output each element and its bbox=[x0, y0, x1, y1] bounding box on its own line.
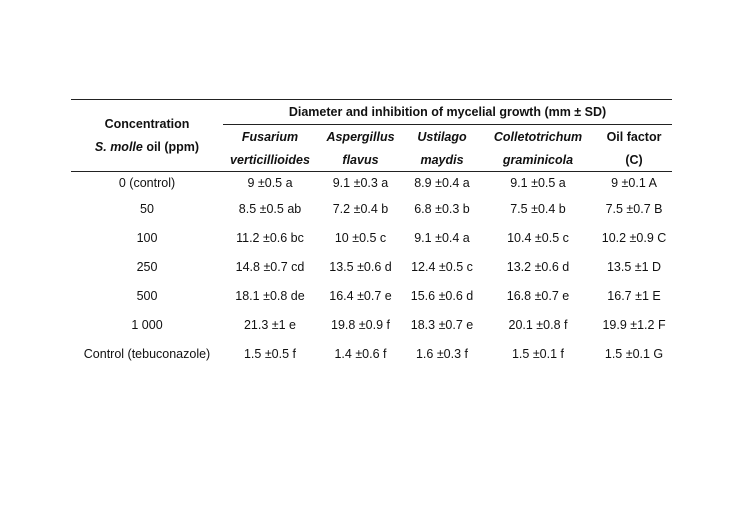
value-cell: 7.5 ±0.4 b bbox=[510, 201, 566, 216]
value-cell: 11.2 ±0.6 bc bbox=[236, 230, 304, 245]
value-cell: 13.5 ±0.6 d bbox=[329, 259, 392, 274]
concentration-cell: 1 000 bbox=[131, 317, 163, 332]
value-cell: 19.9 ±1.2 F bbox=[602, 317, 666, 332]
value-cell: 1.4 ±0.6 f bbox=[334, 346, 387, 361]
table-row: Control (tebuconazole) 1.5 ±0.5 f 1.4 ±0… bbox=[71, 339, 672, 368]
value-cell: 19.8 ±0.9 f bbox=[331, 317, 390, 332]
column-header-colletotrichum: Colletotrichum bbox=[480, 125, 596, 149]
value-cell: 9.1 ±0.3 a bbox=[332, 176, 389, 190]
species-name: S. molle bbox=[94, 139, 143, 154]
concentration-cell: 500 bbox=[136, 288, 158, 303]
column-header-oil-factor: Oil factor bbox=[606, 129, 662, 144]
value-cell: 9 ±0.1 A bbox=[611, 176, 657, 190]
column-subheader-oil-factor: (C) bbox=[596, 148, 673, 172]
data-table-container: Concentration S. molle oil (ppm) Diamete… bbox=[71, 99, 673, 369]
column-subheader-fusarium: verticillioides bbox=[223, 148, 317, 172]
table-row: 250 14.8 ±0.7 cd 13.5 ±0.6 d 12.4 ±0.5 c… bbox=[71, 252, 672, 281]
column-subheader-colletotrichum: graminicola bbox=[480, 148, 596, 172]
value-cell: 9.1 ±0.4 a bbox=[414, 230, 470, 245]
table-body: 0 (control) 9 ±0.5 a 9.1 ±0.3 a 8.9 ±0.4… bbox=[71, 172, 672, 369]
value-cell: 18.3 ±0.7 e bbox=[410, 317, 474, 332]
table-row: 100 11.2 ±0.6 bc 10 ±0.5 c 9.1 ±0.4 a 10… bbox=[71, 223, 672, 252]
value-cell: 7.2 ±0.4 b bbox=[332, 201, 389, 216]
value-cell: 8.9 ±0.4 a bbox=[414, 176, 470, 190]
group-header: Diameter and inhibition of mycelial grow… bbox=[223, 99, 673, 125]
value-cell: 16.8 ±0.7 e bbox=[506, 288, 570, 303]
column-header-colletotrichum-line1: Colletotrichum bbox=[493, 129, 583, 144]
value-cell: 1.5 ±0.5 f bbox=[243, 346, 297, 361]
value-cell: 10.4 ±0.5 c bbox=[507, 230, 569, 245]
column-header-aspergillus-line2: flavus bbox=[342, 152, 379, 167]
column-header-aspergillus-line1: Aspergillus bbox=[326, 129, 395, 144]
value-cell: 9.1 ±0.5 a bbox=[510, 176, 566, 190]
concentration-cell: 0 (control) bbox=[118, 176, 176, 190]
value-cell: 7.5 ±0.7 B bbox=[605, 201, 663, 216]
value-cell: 13.2 ±0.6 d bbox=[506, 259, 570, 274]
column-header-fusarium-line1: Fusarium bbox=[241, 129, 299, 144]
table-row: 0 (control) 9 ±0.5 a 9.1 ±0.3 a 8.9 ±0.4… bbox=[71, 172, 672, 195]
value-cell: 20.1 ±0.8 f bbox=[508, 317, 568, 332]
concentration-header: Concentration S. molle oil (ppm) bbox=[71, 99, 223, 172]
column-header-fusarium: Fusarium bbox=[223, 125, 317, 149]
value-cell: 16.7 ±1 E bbox=[607, 288, 661, 303]
table-row: 1 000 21.3 ±1 e 19.8 ±0.9 f 18.3 ±0.7 e … bbox=[71, 310, 672, 339]
column-header-aspergillus: Aspergillus bbox=[317, 125, 404, 149]
value-cell: 16.4 ±0.7 e bbox=[329, 288, 392, 303]
concentration-cell: 250 bbox=[136, 259, 158, 274]
value-cell: 12.4 ±0.5 c bbox=[411, 259, 473, 274]
value-cell: 13.5 ±1 D bbox=[606, 259, 662, 274]
value-cell: 1.6 ±0.3 f bbox=[415, 346, 469, 361]
mycelial-growth-table: Concentration S. molle oil (ppm) Diamete… bbox=[71, 99, 673, 369]
value-cell: 8.5 ±0.5 ab bbox=[238, 201, 302, 216]
concentration-cell: Control (tebuconazole) bbox=[83, 346, 211, 361]
value-cell: 1.5 ±0.1 f bbox=[511, 346, 565, 361]
column-subheader-ustilago: maydis bbox=[404, 148, 480, 172]
column-header-ustilago-line2: maydis bbox=[420, 152, 464, 167]
value-cell: 14.8 ±0.7 cd bbox=[235, 259, 305, 274]
table-row: 50 8.5 ±0.5 ab 7.2 ±0.4 b 6.8 ±0.3 b 7.5… bbox=[71, 194, 672, 223]
value-cell: 10.2 ±0.9 C bbox=[601, 230, 667, 245]
table-row: 500 18.1 ±0.8 de 16.4 ±0.7 e 15.6 ±0.6 d… bbox=[71, 281, 672, 310]
concentration-header-line2: S. molle oil (ppm) bbox=[71, 136, 223, 159]
concentration-header-unit: oil (ppm) bbox=[142, 139, 200, 154]
value-cell: 1.5 ±0.1 G bbox=[604, 346, 664, 361]
column-header-ustilago: Ustilago bbox=[404, 125, 480, 149]
concentration-cell: 100 bbox=[136, 230, 158, 245]
column-subheader-aspergillus: flavus bbox=[317, 148, 404, 172]
value-cell: 9 ±0.5 a bbox=[247, 176, 293, 190]
value-cell: 6.8 ±0.3 b bbox=[414, 201, 470, 216]
concentration-header-line1: Concentration bbox=[104, 116, 190, 131]
value-cell: 21.3 ±1 e bbox=[243, 317, 297, 332]
value-cell: 15.6 ±0.6 d bbox=[410, 288, 474, 303]
column-header-colletotrichum-line2: graminicola bbox=[502, 152, 574, 167]
column-header-ustilago-line1: Ustilago bbox=[417, 129, 467, 144]
concentration-cell: 50 bbox=[140, 201, 154, 216]
value-cell: 18.1 ±0.8 de bbox=[235, 288, 305, 303]
value-cell: 10 ±0.5 c bbox=[334, 230, 387, 245]
column-header-fusarium-line2: verticillioides bbox=[230, 152, 310, 167]
